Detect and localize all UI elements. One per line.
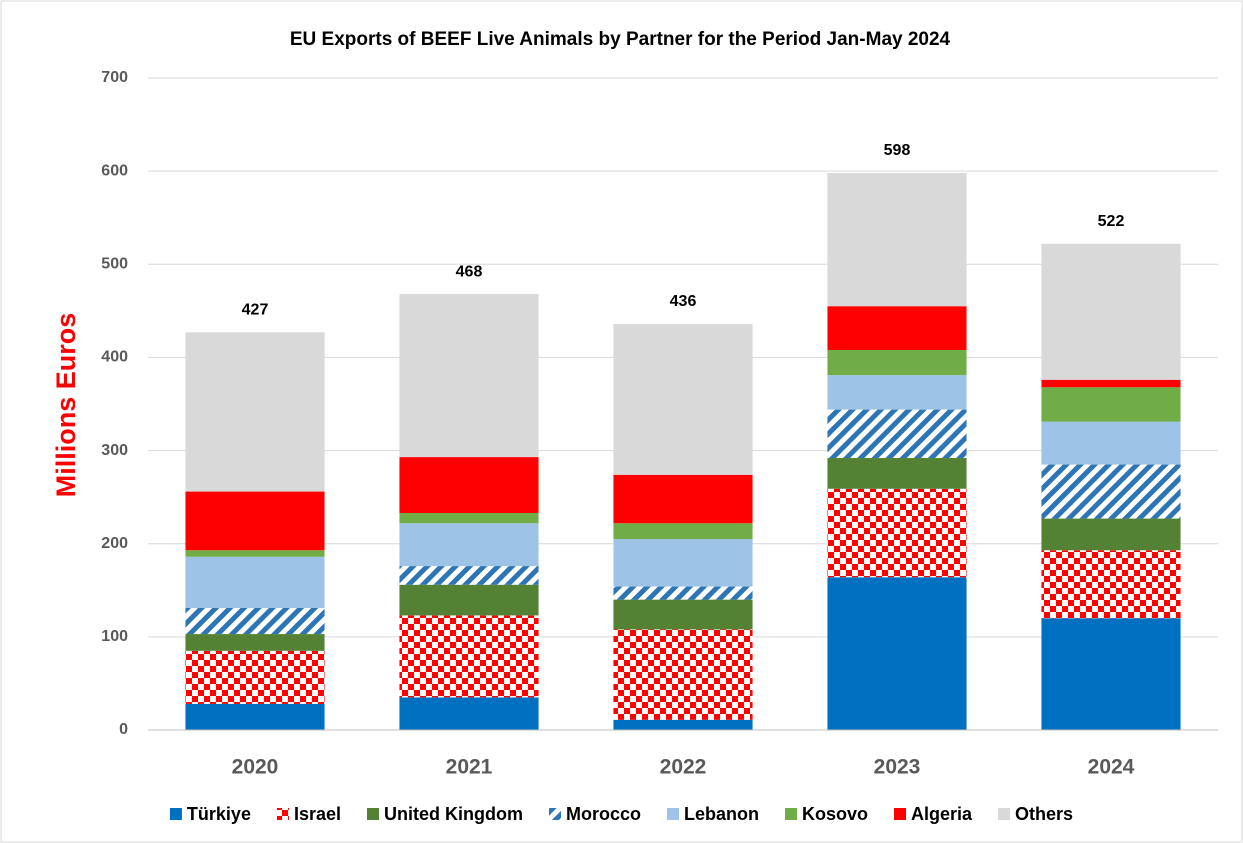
bar-segment bbox=[185, 607, 325, 635]
bar-segment bbox=[185, 550, 325, 557]
legend-marker bbox=[785, 808, 797, 820]
bar-segment bbox=[399, 566, 539, 585]
x-tick-label: 2024 bbox=[1088, 756, 1135, 779]
bar-segment bbox=[1041, 421, 1181, 465]
bar-segment bbox=[1041, 518, 1181, 551]
x-tick-label: 2020 bbox=[232, 756, 279, 779]
legend-label: Kosovo bbox=[802, 804, 868, 824]
bar-segment bbox=[613, 719, 753, 730]
y-tick-label: 400 bbox=[101, 349, 128, 366]
bar-segment bbox=[1041, 243, 1181, 380]
bar-segment bbox=[613, 599, 753, 630]
bar-segment bbox=[613, 323, 753, 475]
legend-label: Israel bbox=[294, 804, 341, 824]
y-tick-label: 300 bbox=[101, 442, 128, 459]
bar-segment bbox=[399, 523, 539, 567]
bar-segment bbox=[1041, 550, 1181, 619]
bar-segment bbox=[613, 539, 753, 587]
bar-segment bbox=[399, 457, 539, 513]
bar-segment bbox=[1041, 387, 1181, 422]
legend-marker bbox=[169, 808, 182, 820]
legend-label: Türkiye bbox=[187, 804, 251, 824]
bar-segment bbox=[185, 703, 325, 730]
bar-segment bbox=[185, 634, 325, 651]
legend-label: Lebanon bbox=[684, 804, 759, 824]
y-tick-label: 0 bbox=[119, 721, 128, 738]
bar-segment bbox=[827, 458, 967, 489]
bar-segment bbox=[613, 629, 753, 720]
bar-segment bbox=[1041, 618, 1181, 730]
bar-segment bbox=[827, 306, 967, 350]
y-axis-label: Millions Euros bbox=[51, 313, 81, 498]
legend-marker bbox=[276, 808, 289, 820]
x-tick-label: 2022 bbox=[660, 756, 707, 779]
y-tick-label: 700 bbox=[101, 69, 128, 86]
total-label: 427 bbox=[242, 301, 269, 318]
legend-label: Morocco bbox=[566, 804, 641, 824]
bar-segment bbox=[185, 491, 325, 551]
legend-label: United Kingdom bbox=[384, 804, 523, 824]
legend-marker bbox=[894, 808, 907, 820]
bar-segment bbox=[827, 488, 967, 578]
bar-segment bbox=[1041, 379, 1181, 388]
bar-segment bbox=[827, 349, 967, 376]
x-tick-label: 2023 bbox=[874, 756, 921, 779]
total-label: 468 bbox=[456, 263, 483, 280]
y-tick-label: 600 bbox=[101, 162, 128, 179]
chart-title: EU Exports of BEEF Live Animals by Partn… bbox=[290, 29, 951, 50]
bar-segment bbox=[185, 556, 325, 608]
bar-segment bbox=[399, 584, 539, 616]
y-tick-label: 200 bbox=[101, 535, 128, 552]
y-tick-label: 500 bbox=[101, 256, 128, 273]
legend-label: Others bbox=[1015, 804, 1073, 824]
bar-segment bbox=[1041, 464, 1181, 519]
x-tick-label: 2021 bbox=[446, 756, 493, 779]
bar-segment bbox=[613, 523, 753, 540]
bar-segment bbox=[185, 650, 325, 704]
bar-segment bbox=[827, 375, 967, 410]
bar-segment bbox=[613, 474, 753, 524]
legend-marker bbox=[367, 808, 379, 820]
bar-segment bbox=[613, 586, 753, 600]
total-label: 522 bbox=[1098, 213, 1125, 230]
bar-segment bbox=[399, 697, 539, 730]
bar-segment bbox=[827, 409, 967, 459]
total-label: 436 bbox=[670, 293, 697, 310]
legend-label: Algeria bbox=[911, 804, 973, 824]
bar-segment bbox=[827, 577, 967, 730]
bar-segment bbox=[399, 615, 539, 698]
bar-segment bbox=[399, 294, 539, 458]
total-label: 598 bbox=[884, 142, 911, 159]
bar-segment bbox=[827, 173, 967, 307]
y-tick-label: 100 bbox=[101, 628, 128, 645]
bar-segment bbox=[185, 332, 325, 492]
legend-marker bbox=[548, 808, 561, 820]
legend-marker bbox=[667, 808, 679, 820]
bar-segment bbox=[399, 512, 539, 524]
legend-marker bbox=[998, 808, 1011, 820]
